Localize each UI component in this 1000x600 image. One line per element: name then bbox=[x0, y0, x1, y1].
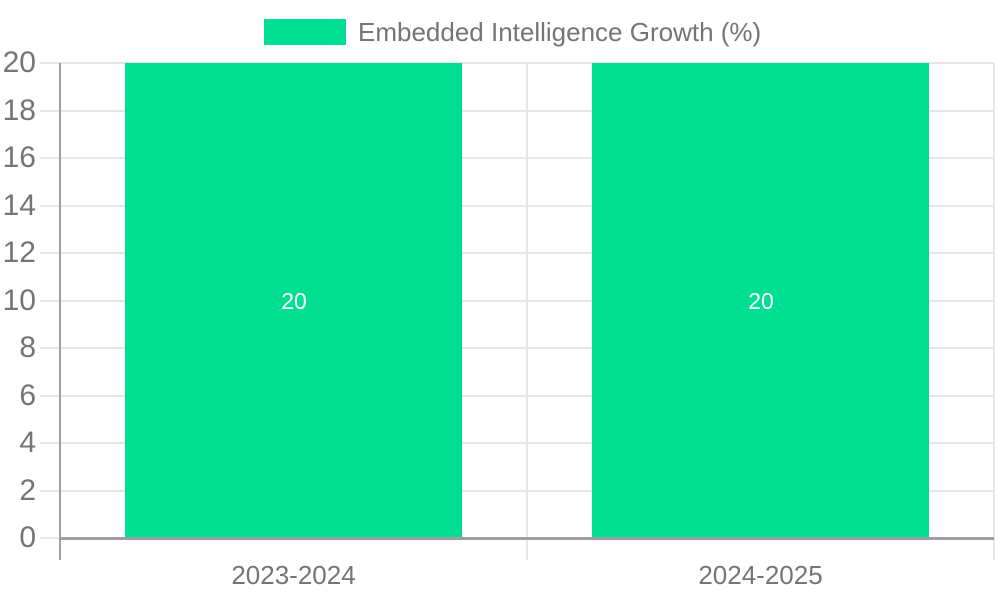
legend-label: Embedded Intelligence Growth (%) bbox=[358, 17, 762, 47]
gridline-y bbox=[40, 347, 994, 349]
y-axis-line bbox=[59, 63, 61, 560]
gridline-y bbox=[40, 442, 994, 444]
legend-swatch-icon bbox=[264, 19, 346, 45]
y-tick-label: 12 bbox=[2, 236, 36, 269]
x-tick-label: 2023-2024 bbox=[231, 560, 356, 590]
y-tick-label: 6 bbox=[19, 379, 36, 412]
gridline-x bbox=[993, 63, 995, 560]
bar-value-label: 20 bbox=[281, 288, 307, 314]
gridline-y bbox=[40, 395, 994, 397]
gridline-y bbox=[40, 252, 994, 254]
y-tick-label: 20 bbox=[2, 46, 36, 79]
gridline-y bbox=[40, 62, 994, 64]
gridline-y bbox=[40, 205, 994, 207]
bar[interactable] bbox=[592, 63, 929, 538]
bar[interactable] bbox=[125, 63, 462, 538]
legend: Embedded Intelligence Growth (%) bbox=[264, 19, 761, 45]
gridline-y bbox=[40, 490, 994, 492]
x-axis-line bbox=[60, 537, 994, 540]
x-tick-label: 2024-2025 bbox=[698, 560, 823, 590]
y-tick-label: 8 bbox=[19, 331, 36, 364]
y-tick-label: 10 bbox=[2, 284, 36, 317]
gridline-y bbox=[40, 110, 994, 112]
y-tick-label: 16 bbox=[2, 141, 36, 174]
bar-value-label: 20 bbox=[748, 288, 774, 314]
y-tick-label: 14 bbox=[2, 189, 36, 222]
y-tick-label: 4 bbox=[19, 426, 36, 459]
gridline-y bbox=[40, 300, 994, 302]
gridline-x bbox=[526, 63, 528, 560]
y-tick-label: 18 bbox=[2, 94, 36, 127]
y-tick-label: 2 bbox=[19, 474, 36, 507]
y-tick-label: 0 bbox=[19, 521, 36, 554]
gridline-y bbox=[40, 157, 994, 159]
